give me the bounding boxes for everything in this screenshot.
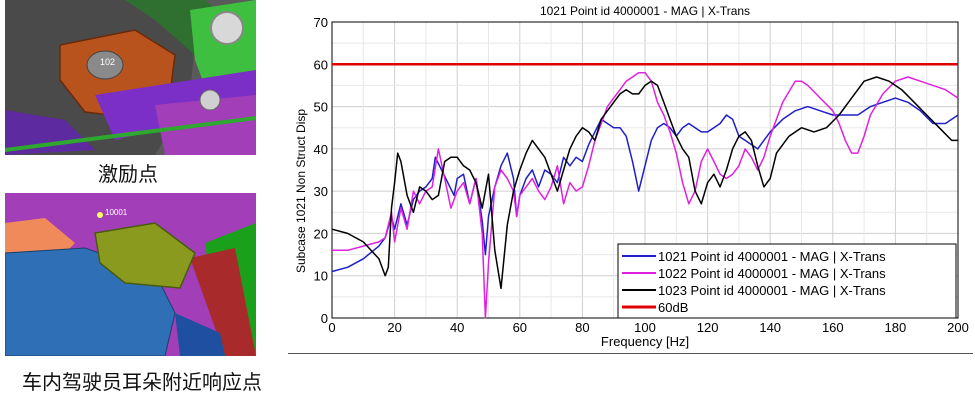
legend-label: 1023 Point id 4000001 - MAG | X-Trans (658, 283, 886, 298)
x-tick-label: 100 (634, 320, 656, 335)
legend-label: 1022 Point id 4000001 - MAG | X-Trans (658, 266, 886, 281)
x-tick-label: 120 (697, 320, 719, 335)
x-tick-label: 60 (513, 320, 527, 335)
x-tick-label: 80 (575, 320, 589, 335)
x-tick-label: 180 (885, 320, 907, 335)
excitation-point-drawing (5, 0, 256, 155)
y-tick-label: 0 (321, 311, 328, 326)
response-point-caption: 车内驾驶员耳朵附近响应点 (22, 370, 262, 394)
chart-title: 1021 Point id 4000001 - MAG | X-Trans (540, 4, 750, 18)
response-point-drawing (5, 193, 256, 356)
frequency-response-chart: 1021 Point id 4000001 - MAG | X-Trans Su… (294, 4, 969, 349)
y-tick-label: 60 (314, 57, 328, 72)
x-tick-label: 140 (759, 320, 781, 335)
series-line-3 (331, 76, 958, 290)
excitation-point-image: 102 (5, 0, 256, 155)
y-tick-label: 30 (314, 184, 328, 199)
x-tick-label: 160 (822, 320, 844, 335)
x-tick-label: 0 (328, 320, 335, 335)
x-tick-label: 20 (387, 320, 401, 335)
legend-box (617, 243, 957, 319)
legend-label: 60dB (658, 300, 688, 315)
y-axis-label: Subcase 1021 Non Struct Disp (294, 109, 308, 273)
response-point-image: 10001 (5, 193, 256, 356)
y-tick-label: 70 (314, 15, 328, 30)
chart-legend: 1021 Point id 4000001 - MAG | X-Trans 102… (617, 243, 957, 319)
response-node-label: 10001 (105, 208, 128, 217)
y-tick-label: 20 (314, 226, 328, 241)
y-tick-label: 40 (314, 142, 328, 157)
x-tick-label: 200 (947, 320, 969, 335)
y-tick-label: 50 (314, 100, 328, 115)
series-line-2 (332, 71, 959, 319)
excitation-node-label: 102 (100, 57, 116, 67)
divider (288, 353, 973, 354)
excitation-point-caption: 激励点 (98, 162, 158, 186)
x-axis-label: Frequency [Hz] (601, 334, 689, 349)
legend-label: 1021 Point id 4000001 - MAG | X-Trans (658, 249, 886, 264)
y-tick-label: 10 (314, 269, 328, 284)
x-tick-label: 40 (450, 320, 464, 335)
